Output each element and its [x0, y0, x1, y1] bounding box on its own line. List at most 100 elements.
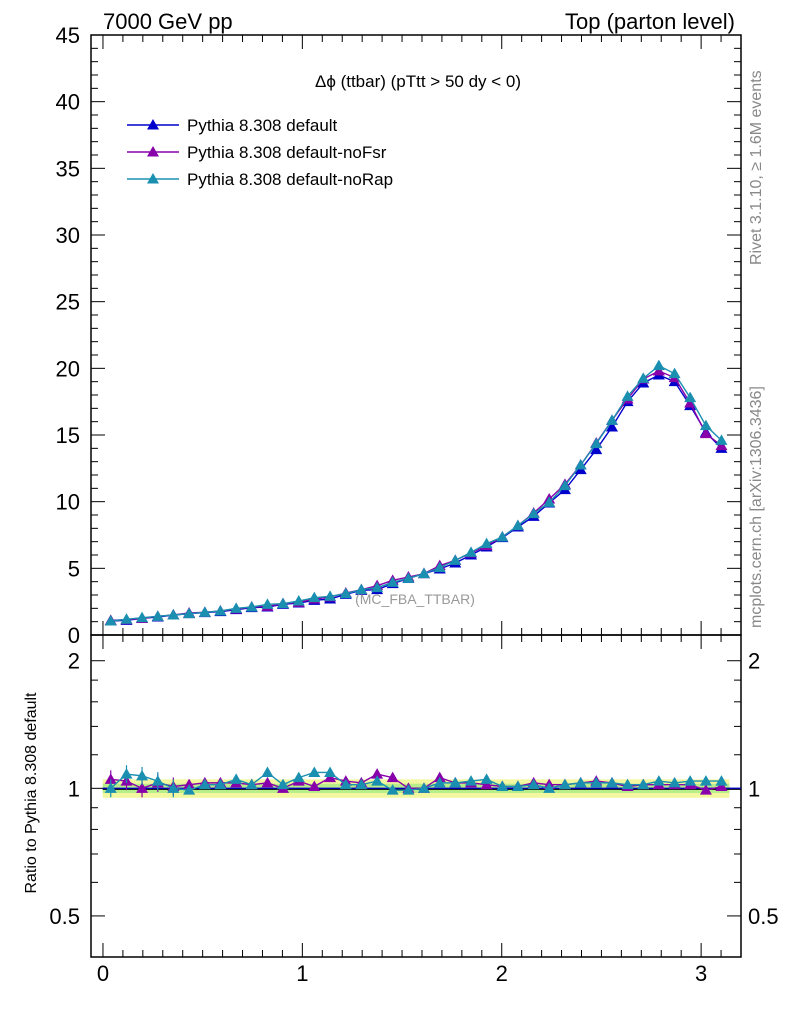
legend-marker [147, 173, 159, 184]
ratio-point [684, 775, 697, 786]
ratio-point [183, 784, 196, 795]
data-point [637, 372, 650, 383]
data-point [652, 359, 665, 371]
data-point [652, 365, 665, 376]
data-point [371, 581, 384, 593]
data-point [167, 609, 180, 620]
data-point [104, 615, 117, 626]
ratio-line [110, 771, 722, 791]
ratio-panel: 0.5 0.5 1 1 2 2 Ratio to Pythia 8.308 default [23, 634, 779, 958]
watermark: (MC_FBA_TTBAR) [355, 591, 475, 607]
main-ytick-label: 40 [56, 90, 80, 115]
ratio-ylabel: Ratio to Pythia 8.308 default [23, 692, 40, 894]
data-point [574, 459, 587, 470]
ratio-point [198, 778, 211, 790]
data-point [684, 391, 697, 403]
data-point [402, 572, 415, 583]
ratio-point [402, 784, 415, 795]
ratio-point [261, 766, 274, 777]
legend-label: Pythia 8.308 default [187, 116, 338, 135]
data-point [198, 606, 211, 617]
legend: Pythia 8.308 default Pythia 8.308 default… [127, 116, 393, 189]
legend-marker [147, 146, 159, 157]
ratio-point [245, 778, 258, 790]
data-point [684, 397, 697, 408]
data-point [355, 583, 368, 595]
data-point [668, 367, 681, 379]
data-point [511, 519, 524, 531]
data-point [496, 531, 509, 542]
series-3 [104, 359, 728, 626]
main-ytick-label: 45 [56, 23, 80, 48]
ratio-point [417, 782, 430, 793]
xtick-label: 1 [296, 961, 308, 986]
ratio-point [699, 775, 712, 786]
ratio-point [183, 778, 196, 790]
ratio-ytick-label-right: 2 [748, 649, 760, 674]
ratio-point [715, 780, 728, 791]
data-point [230, 602, 243, 613]
ratio-ytick-label-left: 0.5 [49, 904, 80, 929]
ratio-point [433, 771, 446, 783]
ratio-point [324, 766, 337, 777]
ratio-point [292, 771, 305, 783]
ratio-point [558, 778, 571, 790]
ratio-point [465, 775, 478, 786]
ratio-point [590, 776, 603, 788]
ratio-ytick-label-left: 1 [68, 776, 80, 801]
main-ytick-label: 35 [56, 156, 80, 181]
ratio-point [621, 778, 634, 790]
series-line [110, 374, 722, 622]
ratio-point [449, 776, 462, 788]
chart-title: Δϕ (ttbar) (pTtt > 50 dy < 0) [315, 72, 521, 91]
main-ytick-label: 25 [56, 290, 80, 315]
legend-label: Pythia 8.308 default-noFsr [187, 143, 387, 162]
ratio-point [136, 782, 149, 793]
ratio-point [371, 768, 384, 779]
ratio-point [480, 778, 493, 790]
data-point [261, 598, 274, 609]
ratio-frame [90, 634, 742, 958]
data-point [417, 567, 430, 579]
xtick-label: 3 [695, 961, 707, 986]
ratio-point [214, 778, 227, 790]
ratio-series-2 [104, 765, 728, 798]
ratio-point [120, 768, 133, 779]
side-labels: Rivet 3.1.10, ≥ 1.6M events mcplots.cern… [748, 70, 765, 628]
data-point [120, 613, 133, 624]
x-axis: 0 1 2 3 [97, 961, 707, 986]
data-point [183, 607, 196, 619]
main-ytick-label: 15 [56, 423, 80, 448]
main-ytick-label: 30 [56, 223, 80, 248]
ratio-point [230, 773, 243, 784]
ratio-point [605, 776, 618, 788]
ratio-point [511, 780, 524, 791]
data-point [277, 597, 290, 609]
data-point [605, 414, 618, 425]
series-2 [104, 365, 728, 625]
ratio-point [151, 775, 164, 786]
data-point [245, 601, 258, 612]
header-left: 7000 GeV pp [103, 9, 233, 34]
rivet-label: Rivet 3.1.10, ≥ 1.6M events [748, 70, 765, 265]
data-point [214, 605, 227, 616]
data-point [308, 591, 321, 603]
data-point [543, 496, 556, 507]
ratio-point [480, 773, 493, 784]
ratio-point [527, 778, 540, 790]
data-point [480, 537, 493, 549]
ratio-point [261, 776, 274, 788]
xtick-label: 2 [496, 961, 508, 986]
ratio-point [637, 778, 650, 790]
data-point [465, 546, 478, 557]
main-panel: 0 5 10 15 20 25 30 35 40 45 Δϕ (ttbar) (pTtt > 50… [56, 23, 742, 648]
data-point [715, 434, 728, 445]
data-point [605, 421, 618, 432]
data-point [433, 561, 446, 573]
header: 7000 GeV pp Top (parton level) [103, 9, 735, 34]
xtick-label: 0 [97, 961, 109, 986]
ratio-point [652, 775, 665, 786]
data-point [386, 576, 399, 587]
data-point [558, 479, 571, 491]
